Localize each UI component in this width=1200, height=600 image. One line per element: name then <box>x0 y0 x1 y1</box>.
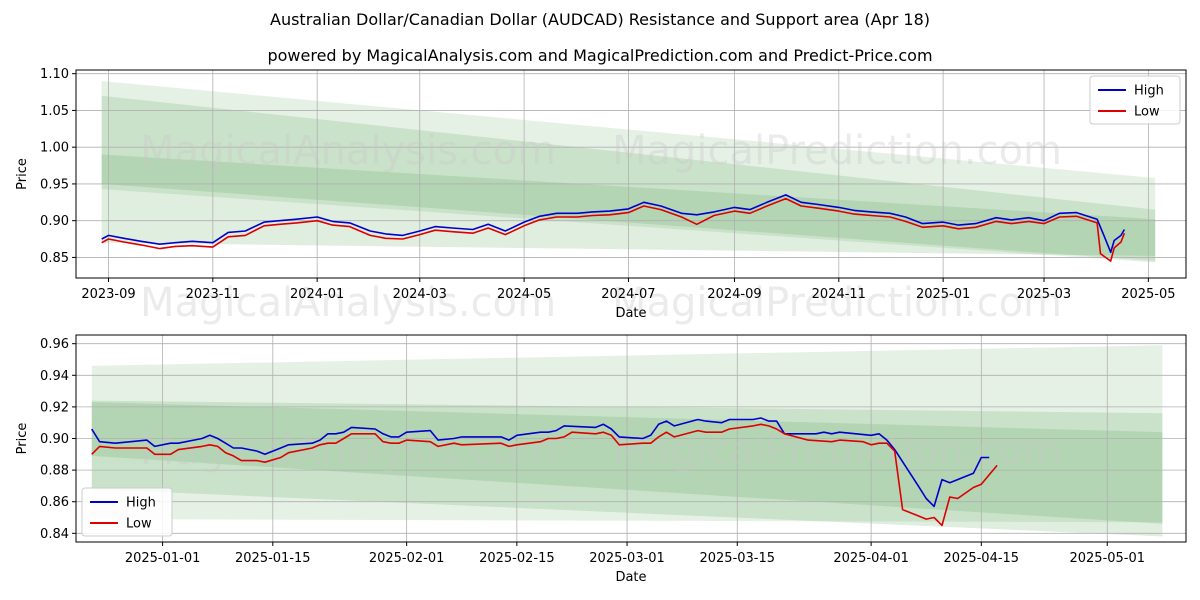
y-axis-label: Price <box>15 158 30 190</box>
x-tick-label: 2025-01-01 <box>125 551 201 566</box>
legend-label-high: High <box>126 496 156 511</box>
chart-subtitle: powered by MagicalAnalysis.com and Magic… <box>267 46 933 65</box>
x-tick-label: 2025-03-01 <box>589 551 665 566</box>
y-tick-label: 0.96 <box>40 337 69 352</box>
y-tick-label: 1.05 <box>40 104 69 119</box>
series-line-low <box>101 197 1126 262</box>
x-tick-label: 2024-11 <box>812 287 866 302</box>
x-tick-label: 2025-02-01 <box>369 551 445 566</box>
x-tick-label: 2023-11 <box>186 287 240 302</box>
y-tick-label: 0.84 <box>40 527 69 542</box>
y-tick-label: 0.92 <box>40 400 69 415</box>
chart-title: Australian Dollar/Canadian Dollar (AUDCA… <box>270 10 930 29</box>
y-tick-label: 1.00 <box>40 141 69 156</box>
y-tick-label: 0.88 <box>40 464 69 479</box>
x-tick-label: 2024-05 <box>497 287 551 302</box>
legend-label-low: Low <box>1134 105 1160 120</box>
x-tick-label: 2025-03 <box>1017 287 1071 302</box>
series-line-high <box>91 417 990 508</box>
y-tick-label: 1.10 <box>40 67 69 82</box>
series-lines <box>101 194 1126 262</box>
legend: High Low <box>81 487 173 537</box>
watermark-text: MagicalPrediction.com <box>612 280 1062 326</box>
chart-panel-1: MagicalAnalysis.com MagicalPrediction.com… <box>15 67 1187 326</box>
watermark-text: MagicalAnalysis.com <box>140 428 556 474</box>
watermark-text: MagicalAnalysis.com <box>140 128 556 174</box>
series-line-low <box>91 423 998 527</box>
x-axis-label: Date <box>615 306 646 321</box>
x-axis-label: Date <box>615 570 646 585</box>
x-tick-label: 2025-04-01 <box>833 551 909 566</box>
y-tick-label: 0.90 <box>40 432 69 447</box>
x-tick-label: 2023-09 <box>81 287 135 302</box>
y-tick-label: 0.86 <box>40 495 69 510</box>
x-tick-label: 2024-07 <box>601 287 655 302</box>
legend-label-low: Low <box>126 517 152 532</box>
y-axis-label: Price <box>15 423 30 455</box>
grid <box>76 70 1186 278</box>
x-tick-label: 2025-03-15 <box>699 551 775 566</box>
plot-frame <box>75 69 1187 279</box>
y-tick-label: 0.85 <box>40 251 69 266</box>
x-tick-label: 2025-04-15 <box>944 551 1020 566</box>
x-tick-label: 2024-01 <box>290 287 344 302</box>
legend-label-high: High <box>1134 84 1164 99</box>
watermark-text: MagicalPrediction.com <box>612 128 1062 174</box>
chart-panel-2: MagicalAnalysis.com MagicalPrediction.com… <box>15 334 1187 585</box>
y-tick-label: 0.95 <box>40 177 69 192</box>
series-lines <box>91 417 998 527</box>
x-tick-label: 2025-05-01 <box>1069 551 1145 566</box>
y-tick-label: 0.90 <box>40 214 69 229</box>
watermark-text: MagicalAnalysis.com <box>140 280 556 326</box>
watermark-text: MagicalPrediction.com <box>612 428 1062 474</box>
x-tick-label: 2024-03 <box>393 287 447 302</box>
x-tick-label: 2025-01 <box>916 287 970 302</box>
x-tick-label: 2024-09 <box>707 287 761 302</box>
x-tick-label: 2025-02-15 <box>479 551 555 566</box>
x-tick-label: 2025-05 <box>1121 287 1175 302</box>
legend: High Low <box>1089 75 1181 125</box>
x-tick-label: 2025-01-15 <box>235 551 311 566</box>
series-line-high <box>101 194 1126 254</box>
y-tick-label: 0.94 <box>40 369 69 384</box>
